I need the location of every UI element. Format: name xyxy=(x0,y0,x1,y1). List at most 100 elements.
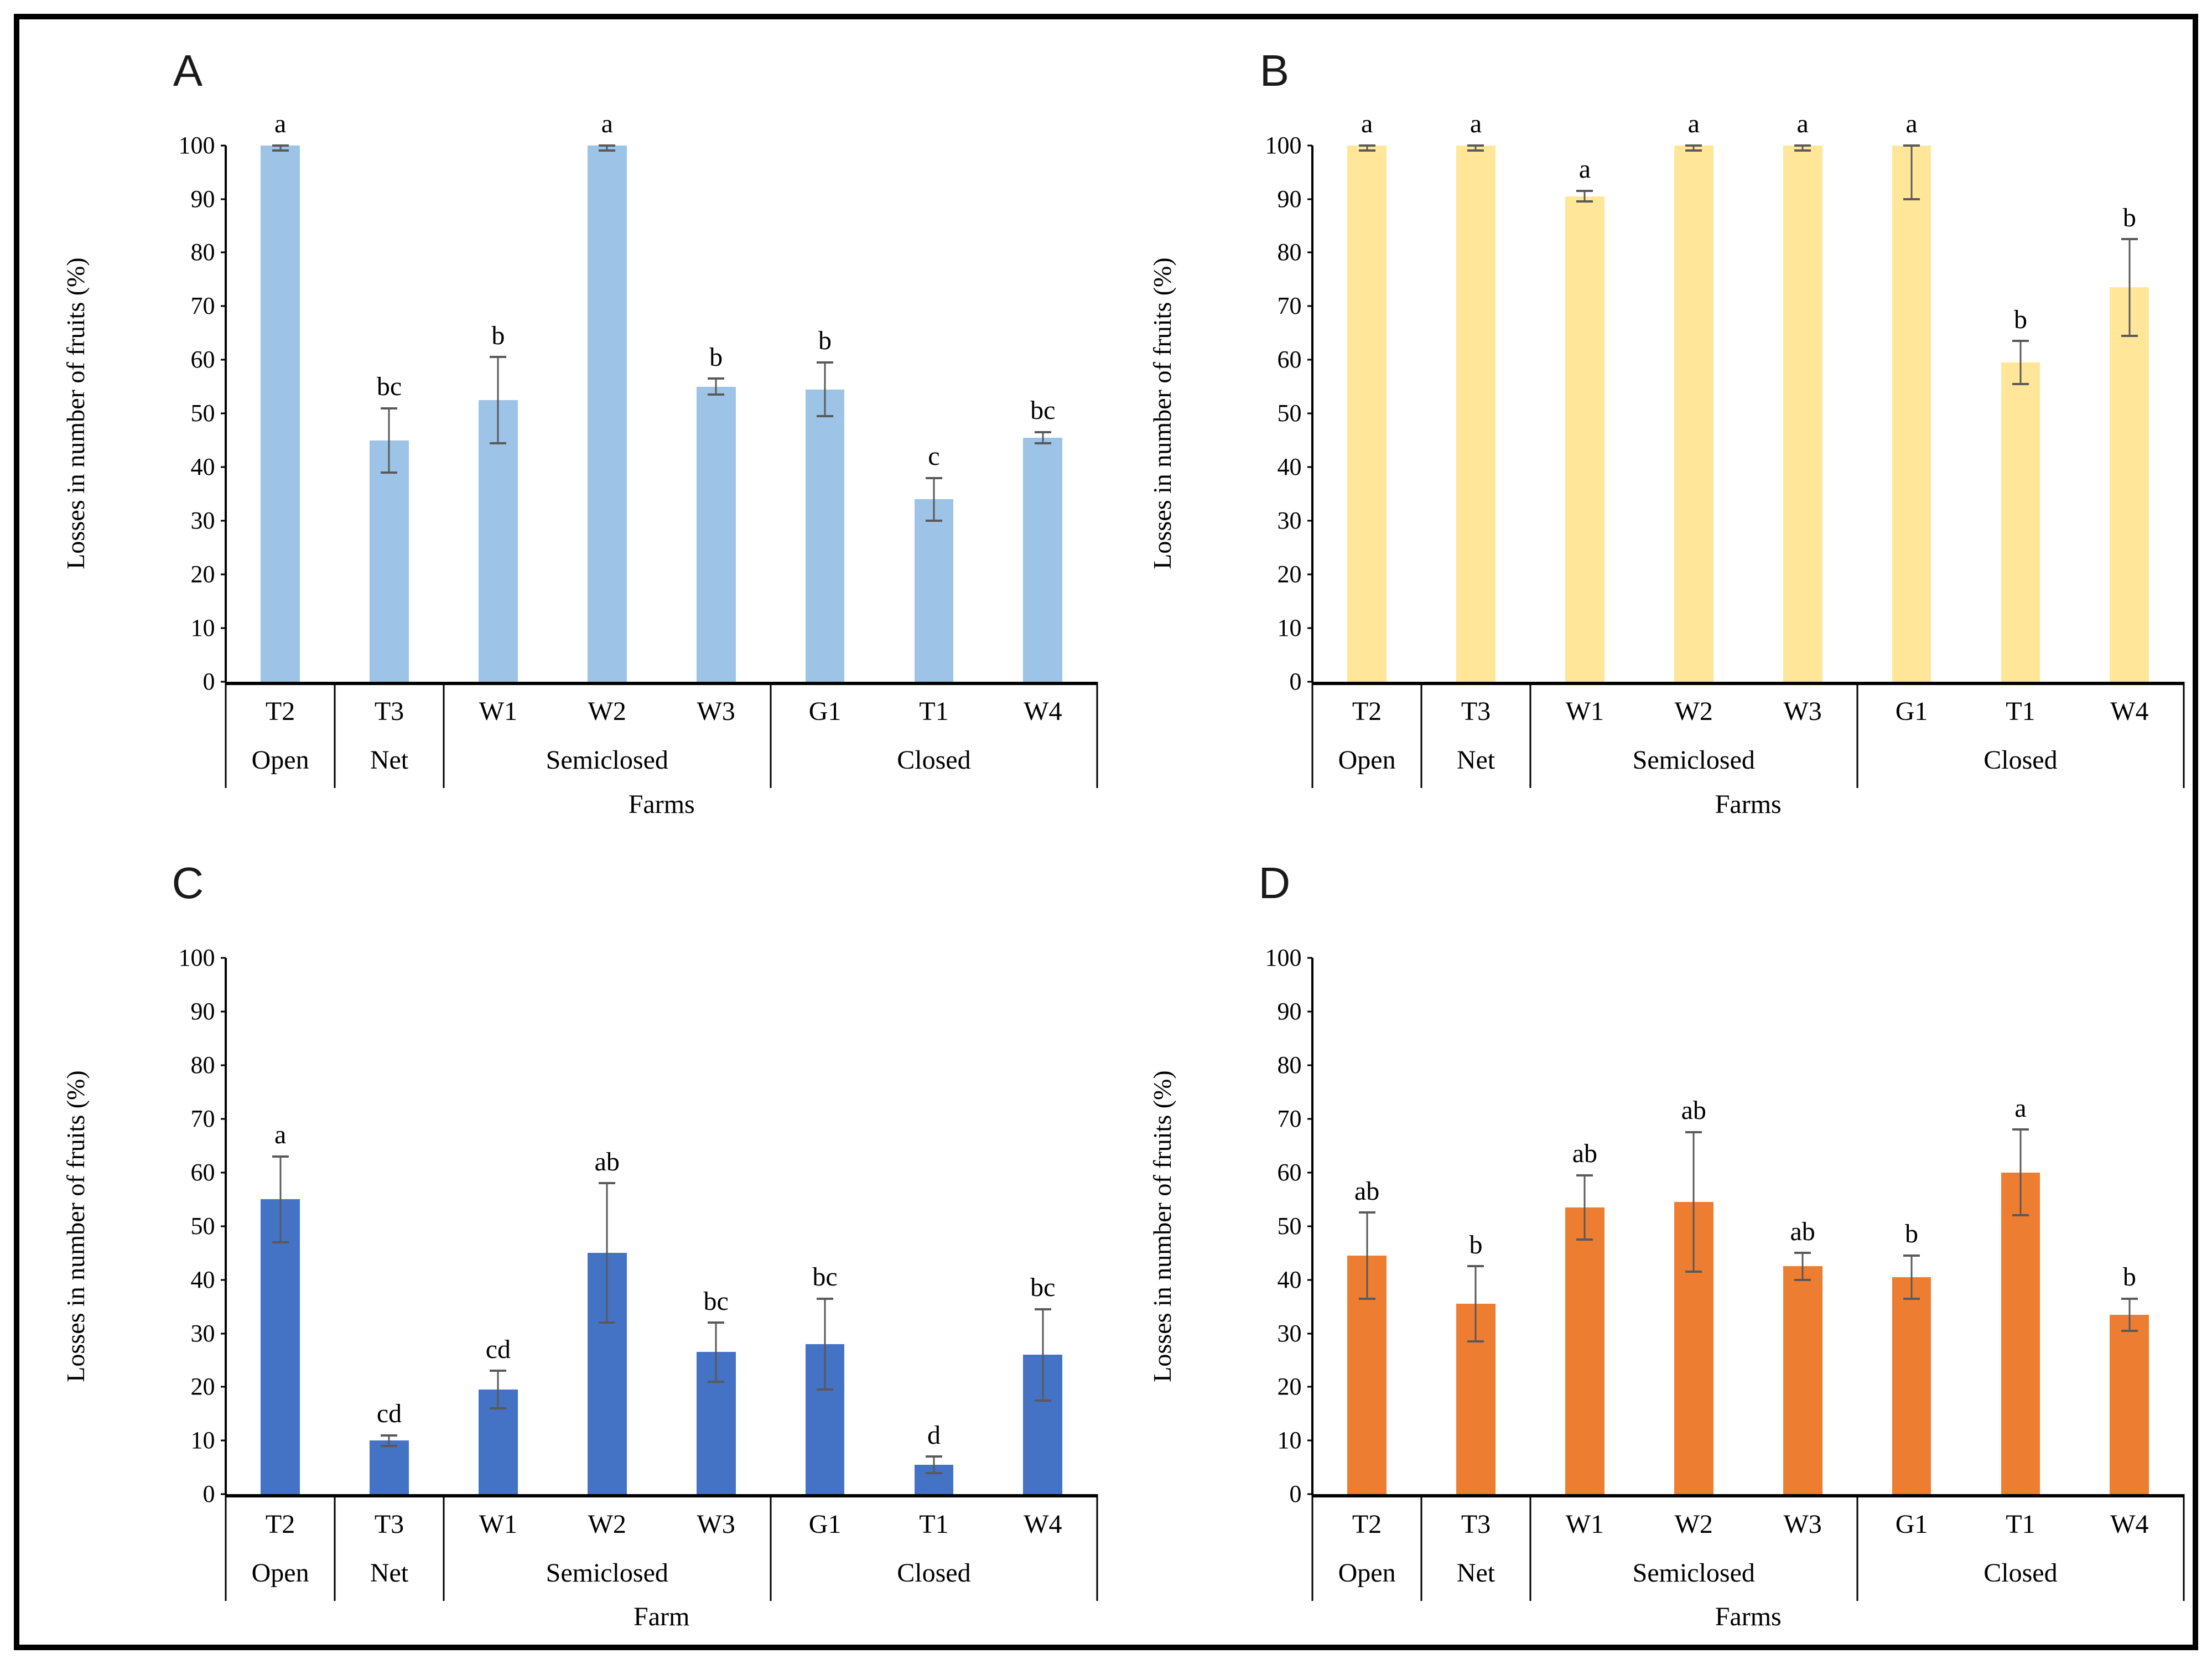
x-axis-title: Farms xyxy=(628,789,695,819)
error-bar-cap xyxy=(708,1321,725,1324)
error-bar-cap xyxy=(708,1380,725,1383)
y-axis-line xyxy=(1311,958,1314,1495)
y-tick-label: 100 xyxy=(1265,131,1302,159)
y-tick-mark xyxy=(1307,198,1313,200)
y-tick-label: 90 xyxy=(190,185,215,212)
farm-label-W1: W1 xyxy=(1565,697,1605,727)
farm-label-W1: W1 xyxy=(479,697,518,727)
panel-letter: D xyxy=(1258,858,1291,908)
error-bar-line xyxy=(606,145,608,151)
y-tick-label: 80 xyxy=(190,1051,215,1079)
table-divider xyxy=(334,1494,336,1601)
y-tick-mark xyxy=(221,1333,226,1335)
farm-label-W1: W1 xyxy=(479,1509,518,1539)
error-bar-cap xyxy=(2121,334,2138,337)
y-tick-mark xyxy=(221,681,226,683)
y-tick-mark xyxy=(1307,144,1313,147)
group-label-net: Net xyxy=(1456,745,1496,775)
error-bar-line xyxy=(1042,432,1044,443)
sig-letter-G1: b xyxy=(818,326,832,356)
farm-label-W3: W3 xyxy=(697,1509,735,1539)
farm-label-W3: W3 xyxy=(1783,697,1822,727)
table-divider xyxy=(1096,681,1098,789)
figure-border: A Losses in number of fruits (%) 0 10 20 30 40… xyxy=(14,14,2198,1650)
error-bar-cap xyxy=(381,471,398,474)
bar-T3 xyxy=(1456,145,1496,682)
bar-T1 xyxy=(914,499,954,682)
table-divider xyxy=(2183,681,2185,789)
farm-label-W2: W2 xyxy=(1674,1509,1713,1539)
panel-C: C Losses in number of fruits (%) 0 10 20 30 40… xyxy=(19,832,1106,1645)
x-axis-line xyxy=(226,1494,1098,1498)
y-tick-label: 40 xyxy=(1277,453,1302,481)
sig-letter-T3: b xyxy=(1469,1230,1483,1259)
error-bar-cap xyxy=(1467,1340,1484,1343)
y-tick-mark xyxy=(1307,1171,1313,1174)
farm-label-T2: T2 xyxy=(1352,1509,1382,1539)
error-bar-cap xyxy=(1576,200,1593,203)
group-label-semiclosed: Semiclosed xyxy=(1632,745,1755,775)
y-tick-mark xyxy=(221,1171,226,1174)
sig-letter-T3: bc xyxy=(376,371,402,401)
sig-letter-T1: c xyxy=(928,441,940,471)
y-tick-mark xyxy=(1307,466,1313,468)
bar-G1 xyxy=(805,389,845,682)
y-tick-mark xyxy=(221,1439,226,1442)
error-bar-cap xyxy=(599,1182,616,1185)
panel-letter: C xyxy=(172,858,204,908)
error-bar-cap xyxy=(490,1370,507,1372)
error-bar-line xyxy=(1910,145,1913,199)
y-tick-label: 0 xyxy=(202,1480,215,1508)
sig-letter-T3: a xyxy=(1470,108,1482,138)
bar-T1 xyxy=(2001,362,2040,682)
error-bar-line xyxy=(497,357,499,443)
error-bar-cap xyxy=(2121,238,2138,241)
farm-label-W1: W1 xyxy=(1565,1509,1605,1539)
table-divider xyxy=(770,1494,772,1601)
error-bar-line xyxy=(1366,1212,1368,1299)
error-bar-cap xyxy=(1685,149,1702,152)
table-divider xyxy=(2183,1494,2185,1601)
y-tick-label: 40 xyxy=(190,453,215,481)
error-bar-cap xyxy=(1358,144,1375,147)
y-tick-mark xyxy=(1307,1064,1313,1066)
error-bar-line xyxy=(388,1435,390,1447)
bar-G1 xyxy=(1892,1277,1931,1495)
error-bar-line xyxy=(1474,145,1477,151)
sig-letter-W2: ab xyxy=(1681,1096,1706,1126)
error-bar-cap xyxy=(2121,1297,2138,1300)
error-bar-cap xyxy=(1794,1252,1811,1255)
error-bar-cap xyxy=(1576,1238,1593,1241)
y-tick-label: 50 xyxy=(1277,1212,1302,1240)
error-bar-line xyxy=(1366,145,1368,151)
sig-letter-W2: a xyxy=(601,108,613,138)
error-bar-cap xyxy=(2012,382,2029,385)
farm-label-T1: T1 xyxy=(2006,1509,2036,1539)
y-tick-label: 80 xyxy=(190,239,215,266)
bar-T1 xyxy=(2001,1172,2040,1495)
y-tick-mark xyxy=(221,305,226,307)
y-tick-mark xyxy=(1307,1333,1313,1335)
y-tick-label: 70 xyxy=(190,292,215,320)
farm-label-G1: G1 xyxy=(1895,1509,1928,1539)
error-bar-cap xyxy=(1358,149,1375,152)
error-bar-line xyxy=(497,1371,499,1409)
sig-letter-G1: bc xyxy=(812,1262,838,1292)
bar-W4 xyxy=(2110,287,2149,682)
error-bar-cap xyxy=(1467,144,1484,147)
error-bar-line xyxy=(933,478,935,521)
bar-W3 xyxy=(1783,1266,1822,1495)
error-bar-cap xyxy=(1903,198,1920,200)
bar-G1 xyxy=(1892,145,1931,682)
y-tick-label: 70 xyxy=(190,1105,215,1132)
y-tick-mark xyxy=(1307,1439,1313,1442)
error-bar-cap xyxy=(1467,149,1484,152)
y-axis-line xyxy=(1311,145,1314,682)
error-bar-cap xyxy=(1903,1297,1920,1300)
group-label-open: Open xyxy=(1338,745,1396,775)
y-tick-label: 60 xyxy=(1277,1158,1302,1186)
panel-letter: A xyxy=(173,45,203,95)
error-bar-cap xyxy=(1794,144,1811,147)
sig-letter-W1: cd xyxy=(485,1334,511,1364)
y-tick-mark xyxy=(1307,359,1313,361)
